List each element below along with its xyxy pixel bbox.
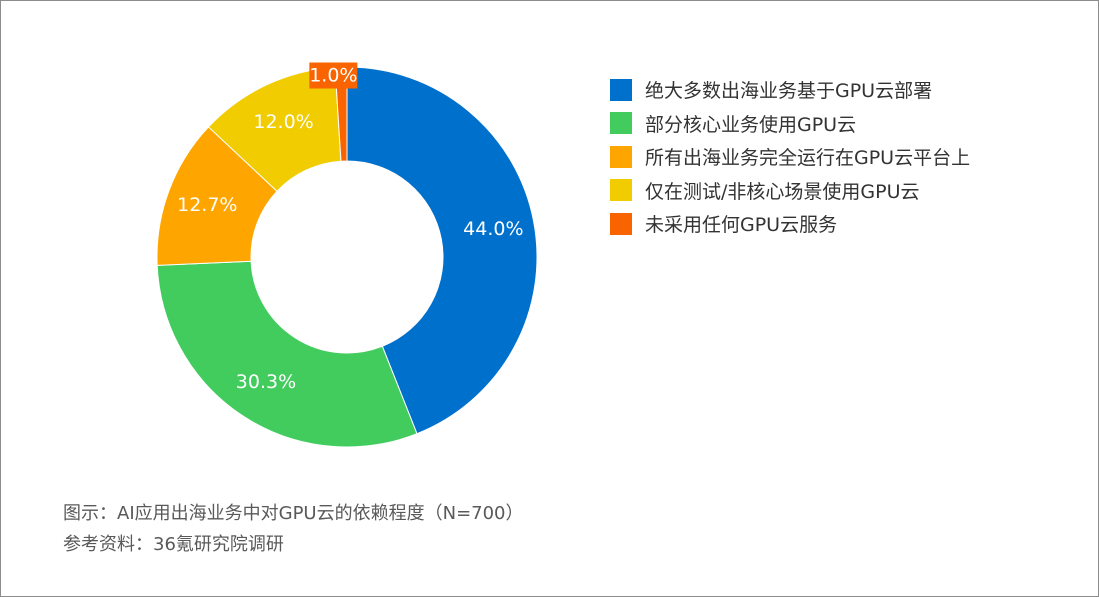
slice-value-label-2: 12.7% — [177, 194, 237, 216]
legend-label: 所有出海业务完全运行在GPU云平台上 — [645, 147, 971, 170]
donut-chart: 44.0% 30.3% 12.7% 12.0% 1.0% — [156, 62, 538, 448]
slice-value-label-0: 44.0% — [463, 218, 523, 240]
legend-label: 未采用任何GPU云服务 — [645, 214, 838, 237]
legend-label: 部分核心业务使用GPU云 — [645, 113, 857, 136]
legend-item: 部分核心业务使用GPU云 — [610, 107, 970, 141]
legend-swatch — [610, 112, 632, 135]
slice-value-label-4: 1.0% — [309, 65, 357, 87]
donut-slice-0 — [346, 66, 538, 435]
legend-item: 未采用任何GPU云服务 — [610, 207, 970, 241]
legend-swatch — [610, 179, 632, 202]
legend-item: 绝大多数出海业务基于GPU云部署 — [610, 73, 970, 107]
slice-label-bg-4 — [309, 62, 358, 89]
chart-legend: 绝大多数出海业务基于GPU云部署 部分核心业务使用GPU云所有出海业务完全运行在G… — [610, 73, 970, 241]
source-caption: 参考资料：36氪研究院调研 — [63, 534, 284, 555]
slice-value-label-3: 12.0% — [253, 111, 313, 133]
legend-swatch — [610, 145, 632, 168]
legend-item: 所有出海业务完全运行在GPU云平台上 — [610, 140, 970, 174]
legend-swatch — [610, 78, 632, 101]
figure-caption: 图示：AI应用出海业务中对GPU云的依赖程度（N=700） — [63, 503, 524, 524]
legend-swatch — [610, 212, 632, 235]
legend-item: 仅在测试/非核心场景使用GPU云 — [610, 174, 970, 208]
legend-label: 仅在测试/非核心场景使用GPU云 — [645, 180, 920, 203]
chart-caption: 图示：AI应用出海业务中对GPU云的依赖程度（N=700） 参考资料：36氪研究… — [63, 498, 524, 560]
slice-value-label-1: 30.3% — [236, 371, 296, 393]
donut-slice-1 — [156, 260, 418, 448]
legend-label: 绝大多数出海业务基于GPU云部署 — [645, 80, 933, 103]
